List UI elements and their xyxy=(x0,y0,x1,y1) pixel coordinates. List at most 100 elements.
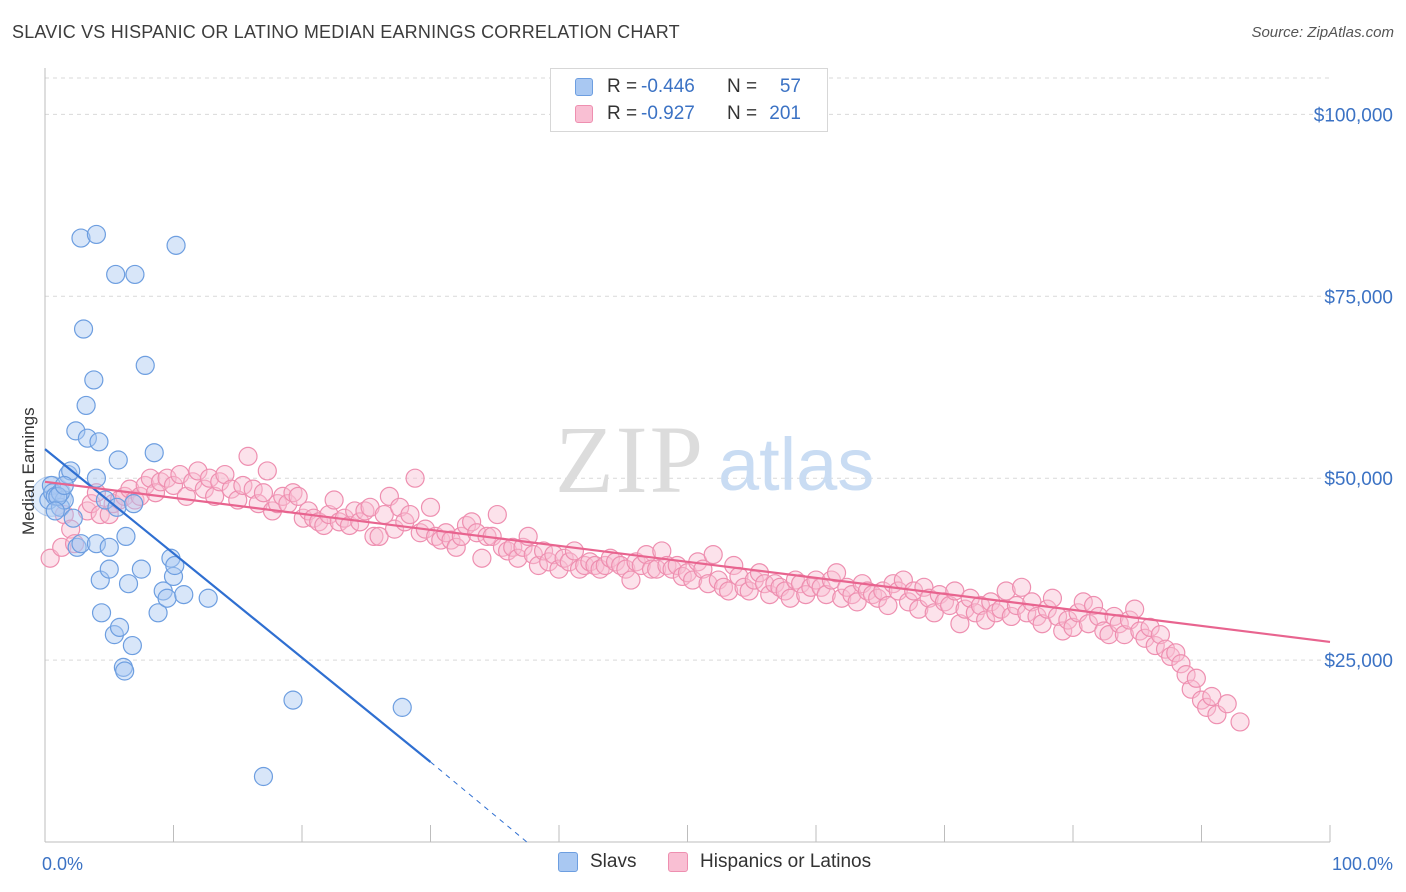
data-point-hispanic xyxy=(157,468,177,488)
data-point-slavs xyxy=(106,264,126,285)
data-point-slavs xyxy=(77,428,98,448)
data-point-hispanic xyxy=(898,592,919,612)
data-point-slavs xyxy=(99,559,119,579)
data-point-hispanic xyxy=(1171,654,1191,674)
legend-swatch-slavs xyxy=(575,78,593,96)
legend-n-label: N = xyxy=(727,103,758,124)
legend-r-value: -0.927 xyxy=(641,103,695,124)
data-point-slavs xyxy=(99,537,119,557)
data-point-hispanic xyxy=(188,461,208,481)
data-point-hispanic xyxy=(355,501,375,521)
data-point-hispanic xyxy=(288,486,308,506)
data-point-slavs xyxy=(66,421,86,441)
data-point-slavs xyxy=(73,319,94,339)
data-point-hispanic xyxy=(826,563,847,583)
data-point-slavs xyxy=(63,508,83,528)
data-point-hispanic xyxy=(1006,595,1027,616)
data-point-hispanic xyxy=(1032,614,1052,634)
data-point-hispanic xyxy=(647,559,667,579)
data-point-slavs xyxy=(71,534,91,554)
y-tick-labels: $25,000 $50,000 $75,000 $100,000 xyxy=(1314,105,1393,672)
y-axis-title: Median Earnings xyxy=(19,407,38,535)
data-point-hispanic xyxy=(503,537,523,557)
data-point-hispanic xyxy=(405,468,425,488)
data-point-hispanic xyxy=(163,475,184,496)
legend-item-hispanic[interactable]: Hispanics or Latinos xyxy=(668,851,871,873)
data-point-hispanic xyxy=(257,461,277,481)
data-point-hispanic xyxy=(1037,599,1057,619)
data-point-slavs xyxy=(122,635,142,656)
data-point-slavs xyxy=(115,661,135,681)
data-point-hispanic xyxy=(760,585,780,605)
data-point-hispanic xyxy=(976,610,996,630)
data-point-hispanic xyxy=(734,577,754,597)
data-point-hispanic xyxy=(878,595,898,616)
axes xyxy=(44,68,1331,843)
legend-label-slavs: Slavs xyxy=(590,851,637,872)
data-point-hispanic xyxy=(528,555,549,576)
data-point-slavs xyxy=(116,526,136,547)
data-point-hispanic xyxy=(1202,686,1222,707)
legend-n-value: 57 xyxy=(779,76,801,97)
data-point-hispanic xyxy=(1114,625,1135,645)
data-point-hispanic xyxy=(324,490,344,510)
legend-swatch-hispanic xyxy=(575,105,593,123)
data-point-hispanic xyxy=(446,537,466,557)
trend-lines xyxy=(44,448,1331,843)
data-point-slavs xyxy=(67,537,87,557)
legend-label-hispanic: Hispanics or Latinos xyxy=(700,851,872,872)
data-point-slavs xyxy=(76,395,96,416)
legend-r-label: R = xyxy=(607,103,638,124)
data-point-slavs xyxy=(174,585,194,605)
data-point-slavs xyxy=(131,559,151,579)
data-point-hispanic xyxy=(816,585,836,605)
data-point-slavs xyxy=(144,443,164,463)
data-point-hispanic xyxy=(986,603,1006,623)
data-point-hispanic xyxy=(1197,697,1217,717)
data-point-hispanic xyxy=(64,534,85,554)
data-point-hispanic xyxy=(1083,595,1104,616)
data-point-slavs xyxy=(108,450,128,470)
data-point-hispanic xyxy=(319,504,339,525)
correlation-legend: R = -0.446 N = 57 R = -0.927 N = 201 xyxy=(550,68,828,132)
data-point-slavs xyxy=(84,370,104,390)
data-point-hispanic xyxy=(611,555,631,576)
data-point-hispanic xyxy=(713,577,734,597)
data-point-hispanic xyxy=(857,581,878,601)
data-point-slavs xyxy=(118,574,139,594)
trend-line-slavs xyxy=(44,448,432,763)
legend-r-label: R = xyxy=(607,76,638,97)
legend-swatch-hispanic xyxy=(668,852,688,872)
data-point-hispanic xyxy=(498,541,518,561)
legend-item-slavs[interactable]: Slavs xyxy=(558,851,636,873)
data-point-hispanic xyxy=(1140,617,1160,637)
legend-swatch-slavs xyxy=(558,852,578,872)
data-point-hispanic xyxy=(1186,668,1206,688)
x-tick-labels: 0.0% 100.0% xyxy=(42,854,1393,874)
data-point-hispanic xyxy=(472,548,492,568)
data-point-hispanic xyxy=(99,504,119,525)
data-point-hispanic xyxy=(950,614,970,634)
data-point-slavs xyxy=(109,617,130,637)
data-point-hispanic xyxy=(508,548,528,568)
data-point-hispanic xyxy=(698,574,718,594)
data-point-hispanic xyxy=(130,486,150,506)
data-point-hispanic xyxy=(140,468,160,488)
data-point-hispanic xyxy=(233,475,253,496)
data-point-hispanic xyxy=(1135,628,1155,648)
y-tick-label: $50,000 xyxy=(1324,469,1393,490)
data-point-hispanic xyxy=(238,446,258,466)
data-point-hispanic xyxy=(1094,621,1114,641)
data-point-hispanic xyxy=(754,574,775,594)
data-point-slavs xyxy=(157,588,177,608)
data-point-hispanic xyxy=(585,555,605,576)
data-point-hispanic xyxy=(523,544,543,565)
data-point-hispanic xyxy=(533,541,554,561)
data-point-hispanic xyxy=(641,559,662,579)
data-point-slavs xyxy=(86,224,107,245)
data-point-hispanic xyxy=(616,559,636,579)
zipatlas-watermark: ZIP atlas xyxy=(555,406,874,513)
data-point-hispanic xyxy=(790,574,811,594)
chart-source: Source: ZipAtlas.com xyxy=(1251,24,1394,41)
